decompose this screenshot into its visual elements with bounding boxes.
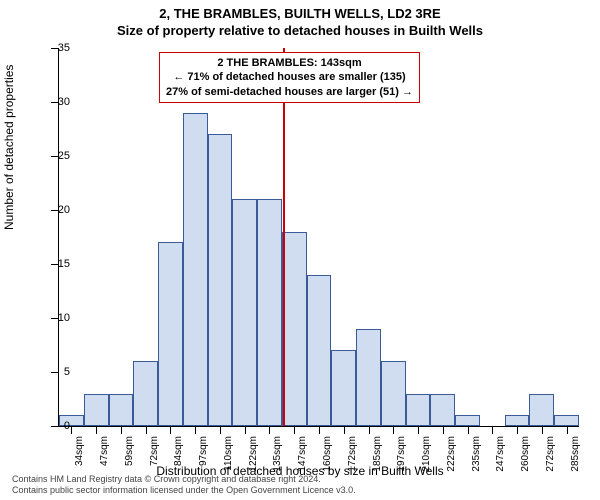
x-tick-label: 47sqm (99, 436, 110, 496)
x-tick (146, 426, 147, 434)
annotation-box: 2 THE BRAMBLES: 143sqm← 71% of detached … (159, 52, 420, 103)
y-tick-label: 0 (40, 420, 70, 432)
x-tick-label: 97sqm (198, 436, 209, 496)
x-tick-label: 147sqm (297, 436, 308, 496)
x-tick-label: 272sqm (545, 436, 556, 496)
x-tick-label: 172sqm (347, 436, 358, 496)
histogram-bar (505, 415, 530, 426)
y-tick-label: 25 (40, 150, 70, 162)
histogram-bar (232, 199, 257, 426)
histogram-bar (430, 394, 455, 426)
annotation-line: 2 THE BRAMBLES: 143sqm (166, 56, 413, 70)
x-tick-label: 160sqm (322, 436, 333, 496)
x-tick-label: 110sqm (223, 436, 234, 496)
x-tick (245, 426, 246, 434)
x-tick (517, 426, 518, 434)
y-tick-label: 20 (40, 204, 70, 216)
y-tick-label: 30 (40, 96, 70, 108)
x-tick (170, 426, 171, 434)
x-tick-label: 59sqm (124, 436, 135, 496)
x-tick (542, 426, 543, 434)
x-tick (220, 426, 221, 434)
histogram-bar (307, 275, 332, 426)
x-tick-label: 185sqm (372, 436, 383, 496)
x-tick (294, 426, 295, 434)
x-tick (468, 426, 469, 434)
chart-title-address: 2, THE BRAMBLES, BUILTH WELLS, LD2 3RE (0, 0, 600, 21)
x-tick (96, 426, 97, 434)
histogram-bar (257, 199, 282, 426)
histogram-bar (406, 394, 431, 426)
x-tick-label: 197sqm (396, 436, 407, 496)
x-tick-label: 247sqm (495, 436, 506, 496)
annotation-line: ← 71% of detached houses are smaller (13… (166, 70, 413, 84)
x-tick (369, 426, 370, 434)
x-tick-label: 285sqm (570, 436, 581, 496)
y-tick-label: 10 (40, 312, 70, 324)
x-tick-label: 34sqm (74, 436, 85, 496)
histogram-bar (208, 134, 233, 426)
x-tick (71, 426, 72, 434)
histogram-bar (554, 415, 579, 426)
annotation-line: 27% of semi-detached houses are larger (… (166, 85, 413, 99)
histogram-bar (183, 113, 208, 426)
histogram-bar (529, 394, 554, 426)
x-tick (195, 426, 196, 434)
x-tick (418, 426, 419, 434)
histogram-bar (356, 329, 381, 426)
x-tick-label: 260sqm (520, 436, 531, 496)
histogram-bar (331, 350, 356, 426)
histogram-bar (109, 394, 134, 426)
x-tick-label: 222sqm (446, 436, 457, 496)
chart-title-subtitle: Size of property relative to detached ho… (0, 21, 600, 38)
property-marker-line (283, 48, 285, 426)
histogram-bar (381, 361, 406, 426)
histogram-bar (158, 242, 183, 426)
x-tick-label: 72sqm (149, 436, 160, 496)
x-tick-label: 135sqm (272, 436, 283, 496)
y-tick-label: 15 (40, 258, 70, 270)
x-tick-label: 235sqm (471, 436, 482, 496)
y-axis-label: Number of detached properties (2, 65, 16, 230)
histogram-bar (133, 361, 158, 426)
x-tick-label: 210sqm (421, 436, 432, 496)
x-tick (567, 426, 568, 434)
y-tick-label: 35 (40, 42, 70, 54)
x-tick (121, 426, 122, 434)
x-tick (492, 426, 493, 434)
x-tick-label: 122sqm (248, 436, 259, 496)
histogram-bar (84, 394, 109, 426)
x-tick (344, 426, 345, 434)
x-tick (319, 426, 320, 434)
histogram-bar (282, 232, 307, 426)
chart-plot-area: 2 THE BRAMBLES: 143sqm← 71% of detached … (58, 48, 579, 427)
histogram-bar (455, 415, 480, 426)
x-tick (443, 426, 444, 434)
x-tick-label: 84sqm (173, 436, 184, 496)
y-tick-label: 5 (40, 366, 70, 378)
x-tick (393, 426, 394, 434)
x-tick (269, 426, 270, 434)
